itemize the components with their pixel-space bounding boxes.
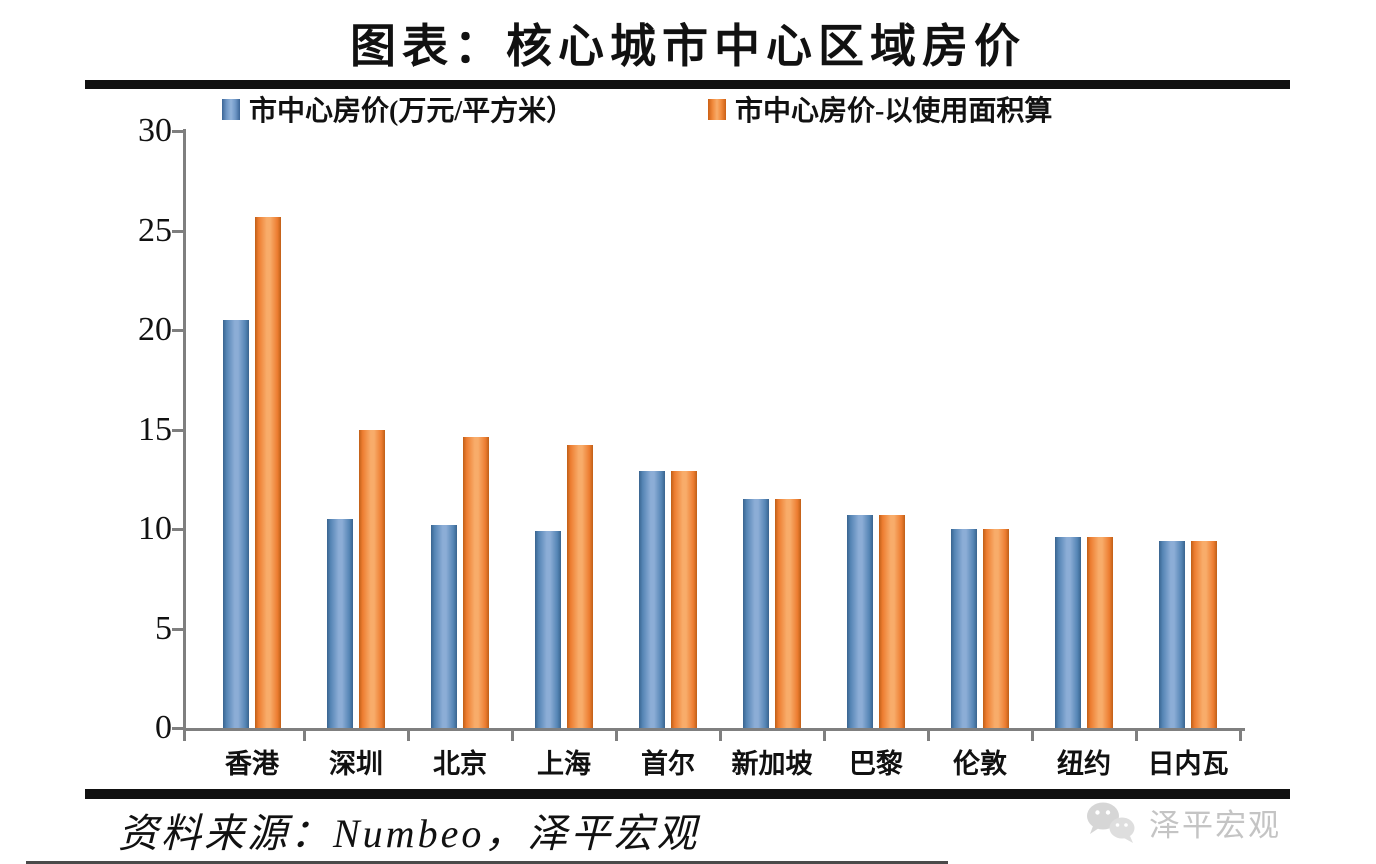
y-axis-line <box>183 129 186 731</box>
bar <box>951 529 977 728</box>
y-tick-mark <box>172 627 184 631</box>
x-tick-mark <box>823 728 826 741</box>
x-category-label: 伦敦 <box>953 749 1007 779</box>
y-tick-mark <box>172 329 184 332</box>
y-tick-label: 0 <box>155 709 172 746</box>
bar <box>567 445 593 728</box>
y-tick-label: 20 <box>138 311 172 348</box>
x-tick-mark <box>1135 728 1138 741</box>
top-divider <box>85 80 1290 89</box>
x-tick-mark <box>407 728 410 741</box>
y-tick-mark <box>172 130 184 133</box>
bar <box>431 525 457 728</box>
legend-swatch-orange-icon <box>708 98 726 120</box>
bar <box>1055 536 1081 728</box>
y-tick-label: 15 <box>138 410 172 448</box>
bar <box>639 471 665 728</box>
watermark-logo: 泽平宏观 <box>1085 800 1281 845</box>
bar <box>983 529 1009 728</box>
bar <box>463 437 489 728</box>
bottom-divider <box>85 789 1290 799</box>
x-tick-mark <box>719 728 722 741</box>
bar <box>327 519 353 728</box>
bar <box>1087 536 1113 728</box>
x-category-label: 北京 <box>433 749 487 779</box>
x-category-label: 香港 <box>225 749 279 779</box>
bar <box>879 515 905 728</box>
bar <box>1191 540 1217 728</box>
watermark-text: 泽平宏观 <box>1149 808 1281 843</box>
y-tick-mark <box>172 528 184 531</box>
x-tick-mark <box>303 728 306 741</box>
x-category-label: 深圳 <box>329 749 383 779</box>
bottom-edge-line <box>26 861 948 864</box>
legend-swatch-blue-icon <box>222 98 240 120</box>
y-tick-label: 10 <box>138 510 172 547</box>
bar <box>223 320 249 728</box>
x-tick-mark <box>511 728 514 741</box>
wechat-icon <box>1087 802 1135 843</box>
x-category-label: 上海 <box>537 749 591 779</box>
legend-item-usable-area-price: 市中心房价-以使用面积算 <box>708 92 1053 127</box>
bar <box>359 429 385 728</box>
y-tick-mark <box>172 229 184 233</box>
legend-item-center-price: 市中心房价(万元/平方米） <box>222 92 575 127</box>
source-caption: 资料来源：Numbeo，泽平宏观 <box>118 811 700 856</box>
y-tick-mark <box>172 428 184 432</box>
x-category-label: 日内瓦 <box>1147 749 1229 779</box>
bar <box>847 515 873 728</box>
bar <box>1159 540 1185 728</box>
x-category-label: 新加坡 <box>731 749 813 779</box>
bar <box>775 499 801 728</box>
x-tick-mark <box>615 728 618 741</box>
legend-label-usable-area-price: 市中心房价-以使用面积算 <box>735 96 1053 127</box>
y-tick-mark <box>172 727 184 730</box>
chart-title: 图表：核心城市中心区域房价 <box>350 21 1026 72</box>
bar <box>671 471 697 728</box>
y-tick-label: 30 <box>138 112 172 149</box>
x-tick-mark <box>1239 728 1242 741</box>
bar <box>743 499 769 728</box>
bar <box>535 530 561 728</box>
y-tick-label: 5 <box>155 609 172 647</box>
y-tick-label: 25 <box>138 211 172 249</box>
x-category-label: 首尔 <box>641 749 695 779</box>
x-tick-mark <box>183 728 186 741</box>
x-category-label: 巴黎 <box>849 749 903 779</box>
x-category-label: 纽约 <box>1057 749 1111 779</box>
x-tick-mark <box>927 728 930 741</box>
bar <box>255 216 281 728</box>
legend-label-center-price: 市中心房价(万元/平方米） <box>249 96 575 127</box>
x-axis-line <box>183 728 1245 731</box>
x-tick-mark <box>1031 728 1034 741</box>
